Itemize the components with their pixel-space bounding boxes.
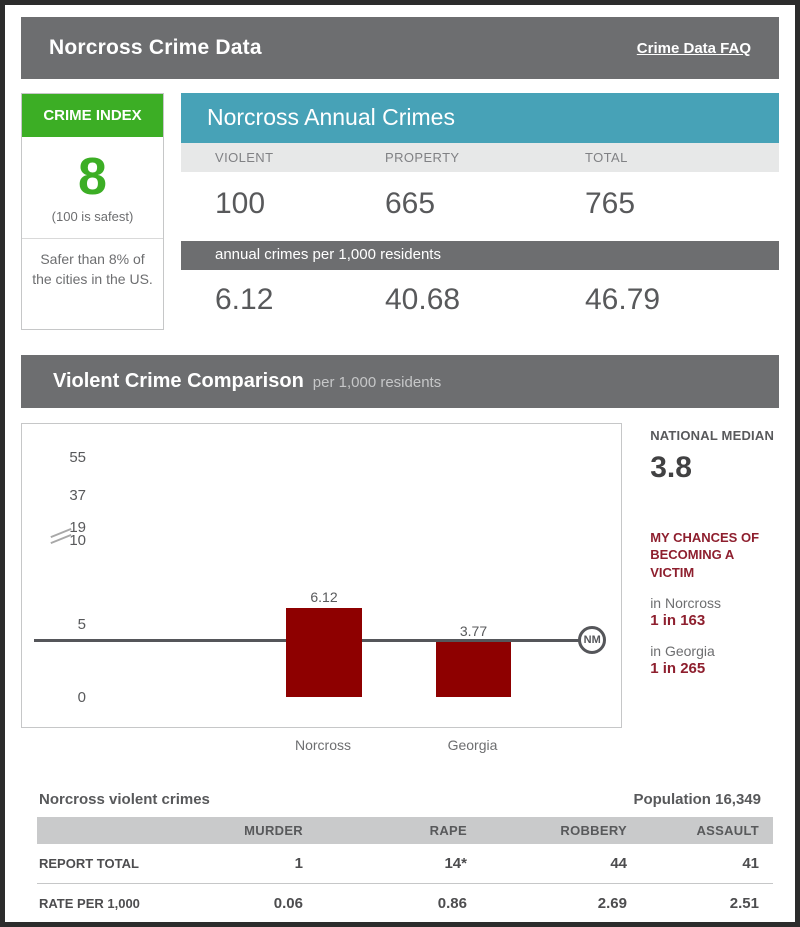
bar-group-norcross: 6.12 (286, 589, 362, 697)
bar-value-label: 6.12 (310, 589, 338, 605)
y-tick-label: 37 (69, 487, 86, 504)
crime-index-scale-note: (100 is safest) (22, 209, 163, 239)
chart-bar (436, 642, 511, 697)
annual-crimes-counts: 100 665 765 (181, 172, 779, 241)
rate-murder: 0.06 (187, 883, 317, 922)
comparison-section-header: Violent Crime Comparison per 1,000 resid… (21, 355, 779, 408)
x-label-georgia: Georgia (447, 737, 498, 753)
violent-count: 100 (215, 187, 266, 220)
row-label-report-total: REPORT TOTAL (37, 844, 187, 884)
page-header: Norcross Crime Data Crime Data FAQ (21, 17, 779, 79)
y-axis-break-mark (50, 527, 72, 545)
chances-norcross-value: 1 in 163 (650, 612, 706, 630)
bar-value-label: 3.77 (459, 623, 488, 639)
header-robbery: ROBBERY (481, 817, 641, 844)
table-header-row: MURDER RAPE ROBBERY ASSAULT (37, 817, 773, 844)
header-rape: RAPE (317, 817, 481, 844)
header-assault: ASSAULT (641, 817, 773, 844)
crime-data-faq-link[interactable]: Crime Data FAQ (636, 39, 751, 57)
annual-crimes-column-headers: VIOLENT PROPERTY TOTAL (181, 143, 779, 172)
summary-row: CRIME INDEX 8 (100 is safest) Safer than… (21, 93, 779, 330)
table-row: RATE PER 1,000 0.06 0.86 2.69 2.51 (37, 883, 773, 922)
property-rate: 40.68 (385, 283, 461, 316)
y-tick-label: 5 (77, 616, 86, 633)
table-row: REPORT TOTAL 1 14* 44 41 (37, 844, 773, 884)
violent-crime-bar-chart: 0 5 10 19 37 55 6.12 3.77 NM (21, 423, 623, 728)
column-header-total: TOTAL (585, 150, 628, 165)
rate-assault: 2.51 (641, 883, 773, 922)
column-header-property: PROPERTY (385, 150, 460, 165)
chances-georgia-label: in Georgia (650, 643, 715, 660)
table-caption-row: Norcross violent crimes Population 16,34… (37, 791, 763, 817)
x-label-norcross: Norcross (294, 737, 351, 753)
chances-norcross-label: in Norcross (650, 595, 721, 612)
report-total-assault: 41 (641, 844, 773, 884)
report-total-murder: 1 (187, 844, 317, 884)
row-label-rate-per-1000: RATE PER 1,000 (37, 883, 187, 922)
table-caption: Norcross violent crimes (39, 791, 210, 808)
total-count: 765 (585, 187, 636, 220)
crime-index-comparison: Safer than 8% of the cities in the US. (32, 251, 153, 288)
annual-crimes-panel: Norcross Annual Crimes VIOLENT PROPERTY … (181, 93, 779, 330)
violent-crimes-table: MURDER RAPE ROBBERY ASSAULT REPORT TOTAL… (37, 817, 773, 922)
annual-crimes-rates: 6.12 40.68 46.79 (181, 270, 779, 330)
comparison-title: Violent Crime Comparison (53, 370, 304, 392)
y-tick-label: 19 (69, 519, 86, 536)
violent-rate: 6.12 (215, 283, 274, 316)
chart-stats-panel: NATIONAL MEDIAN 3.8 MY CHANCES OF BECOMI… (650, 423, 779, 728)
nm-marker: NM (578, 626, 607, 654)
chart-bar (286, 608, 362, 697)
crime-index-card: CRIME INDEX 8 (100 is safest) Safer than… (21, 93, 164, 330)
y-tick-label: 0 (77, 689, 86, 706)
chart-row: 0 5 10 19 37 55 6.12 3.77 NM NATIONAL MEDIAN … (21, 423, 779, 728)
national-median-label: NATIONAL MEDIAN (650, 428, 775, 443)
property-count: 665 (385, 187, 436, 220)
rate-rape: 0.86 (317, 883, 481, 922)
header-murder: MURDER (187, 817, 317, 844)
chances-heading: MY CHANCES OF BECOMING A VICTIM (650, 529, 760, 580)
bar-group-georgia: 3.77 (436, 623, 511, 697)
total-rate: 46.79 (585, 283, 661, 316)
page-title: Norcross Crime Data (49, 36, 262, 59)
annual-crimes-title: Norcross Annual Crimes (181, 93, 779, 143)
y-tick-label: 10 (69, 532, 86, 549)
header-blank (37, 817, 187, 844)
y-tick-label: 55 (69, 449, 86, 466)
chances-georgia-value: 1 in 265 (650, 660, 706, 678)
comparison-subtitle: per 1,000 residents (312, 374, 442, 391)
per-1000-strip: annual crimes per 1,000 residents (181, 241, 779, 270)
report-total-rape: 14* (317, 844, 481, 884)
violent-crimes-table-section: Norcross violent crimes Population 16,34… (21, 791, 779, 922)
crime-index-score: 8 (78, 148, 107, 206)
chart-x-axis-labels: Norcross Georgia (21, 737, 637, 757)
population-label: Population 16,349 (633, 791, 761, 808)
national-median-value: 3.8 (650, 450, 692, 484)
report-total-robbery: 44 (481, 844, 641, 884)
column-header-violent: VIOLENT (215, 150, 274, 165)
crime-index-heading: CRIME INDEX (22, 94, 163, 137)
chart-plot: 0 5 10 19 37 55 6.12 3.77 NM (22, 435, 621, 706)
rate-robbery: 2.69 (481, 883, 641, 922)
